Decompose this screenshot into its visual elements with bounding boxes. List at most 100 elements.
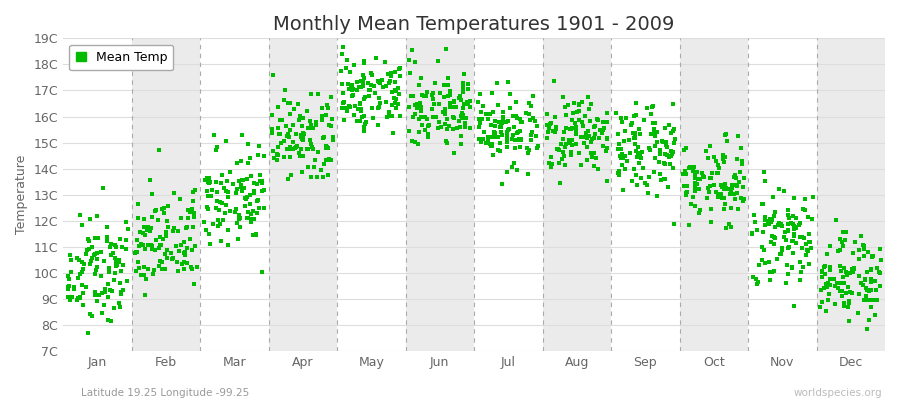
Bar: [131, 38, 200, 351]
Point: [315, 116, 329, 123]
Point: [688, 184, 702, 190]
Point: [187, 214, 202, 220]
Point: [717, 194, 732, 201]
Point: [786, 221, 800, 228]
Point: [492, 118, 507, 125]
Point: [350, 118, 365, 124]
Point: [500, 139, 515, 146]
Point: [522, 146, 536, 153]
Point: [735, 158, 750, 164]
Point: [426, 114, 440, 120]
Point: [159, 229, 174, 236]
Point: [456, 100, 471, 107]
Point: [85, 313, 99, 319]
Point: [76, 301, 90, 308]
Point: [104, 243, 118, 250]
Point: [762, 269, 777, 275]
Point: [212, 221, 227, 227]
Point: [233, 182, 248, 189]
Point: [383, 70, 398, 76]
Point: [210, 198, 224, 204]
Point: [734, 161, 749, 168]
Point: [130, 215, 145, 221]
Point: [81, 236, 95, 242]
Point: [145, 191, 159, 198]
Point: [321, 122, 336, 128]
Point: [343, 104, 357, 110]
Point: [459, 114, 473, 121]
Point: [166, 227, 181, 234]
Point: [572, 101, 587, 108]
Point: [413, 74, 428, 81]
Point: [709, 157, 724, 164]
Point: [520, 145, 535, 151]
Point: [355, 84, 369, 90]
Point: [420, 122, 435, 129]
Point: [389, 105, 403, 112]
Point: [491, 134, 505, 140]
Point: [243, 201, 257, 208]
Point: [72, 257, 86, 264]
Point: [343, 68, 357, 75]
Point: [788, 224, 803, 231]
Point: [718, 132, 733, 138]
Point: [165, 256, 179, 262]
Point: [301, 146, 315, 152]
Point: [85, 244, 99, 250]
Point: [780, 227, 795, 233]
Point: [632, 160, 646, 166]
Point: [455, 104, 470, 111]
Point: [60, 273, 75, 280]
Point: [288, 144, 302, 151]
Point: [557, 129, 572, 136]
Point: [787, 231, 801, 238]
Point: [243, 219, 257, 226]
Point: [128, 250, 142, 256]
Point: [233, 215, 248, 222]
Point: [500, 132, 514, 138]
Point: [544, 154, 558, 160]
Point: [823, 282, 837, 288]
Point: [438, 46, 453, 52]
Point: [110, 262, 124, 268]
Point: [833, 263, 848, 269]
Point: [357, 58, 372, 64]
Point: [488, 133, 502, 140]
Point: [448, 103, 463, 110]
Point: [690, 169, 705, 176]
Point: [145, 214, 159, 220]
Point: [107, 277, 122, 283]
Point: [600, 110, 615, 117]
Point: [271, 125, 285, 131]
Point: [76, 290, 90, 296]
Point: [476, 136, 491, 142]
Point: [817, 263, 832, 270]
Point: [455, 86, 470, 92]
Point: [785, 265, 799, 271]
Point: [98, 289, 112, 295]
Point: [784, 220, 798, 226]
Point: [336, 81, 350, 88]
Point: [558, 144, 572, 150]
Point: [615, 119, 629, 125]
Point: [141, 242, 156, 248]
Point: [422, 122, 436, 128]
Point: [234, 158, 248, 164]
Point: [347, 62, 362, 68]
Point: [96, 185, 111, 192]
Point: [255, 180, 269, 186]
Point: [241, 160, 256, 166]
Point: [836, 243, 850, 249]
Point: [610, 146, 625, 152]
Point: [158, 205, 172, 211]
Point: [800, 247, 814, 253]
Point: [868, 312, 882, 318]
Point: [507, 160, 521, 166]
Point: [371, 122, 385, 128]
Point: [446, 99, 461, 106]
Point: [420, 116, 435, 123]
Point: [700, 184, 715, 191]
Point: [342, 86, 356, 92]
Point: [388, 79, 402, 85]
Point: [133, 241, 148, 248]
